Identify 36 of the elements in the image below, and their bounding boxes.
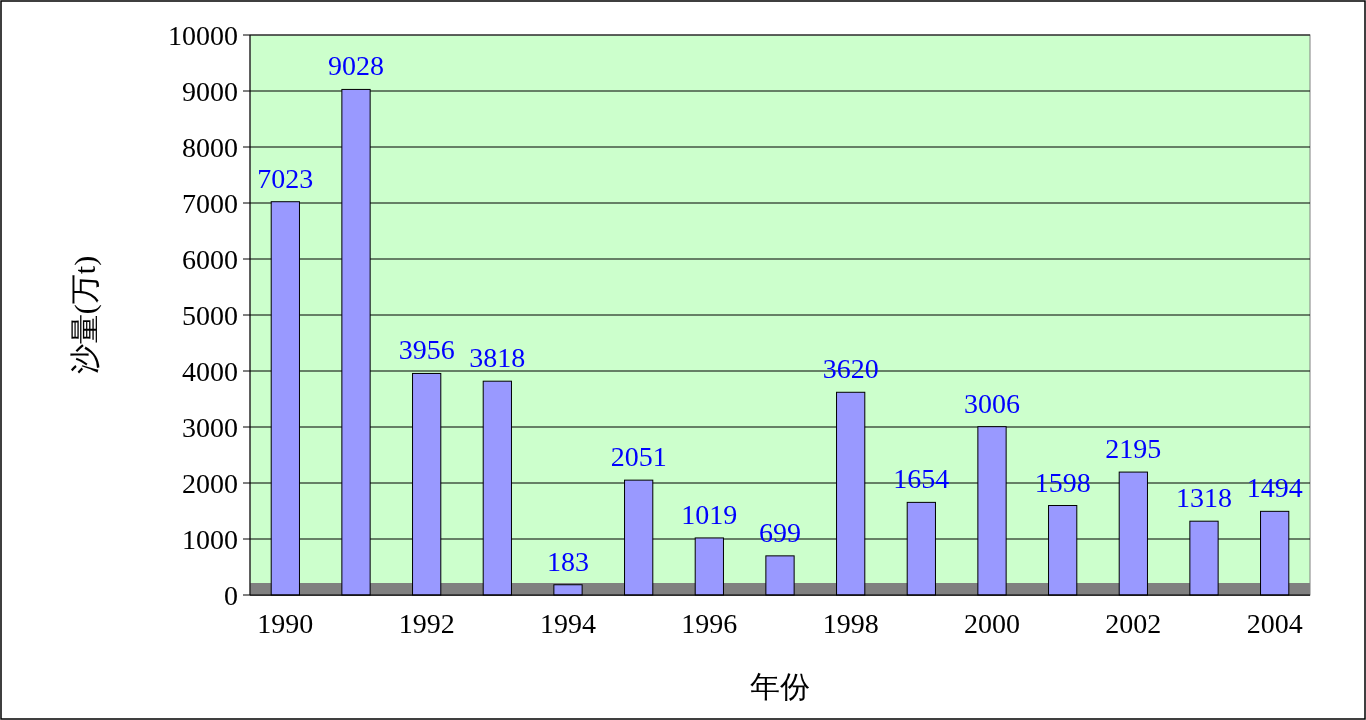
- data-label: 2051: [610, 441, 667, 473]
- x-tick-label: 2002: [1105, 608, 1162, 639]
- data-label: 1598: [1034, 466, 1091, 498]
- x-axis-title: 年份: [750, 670, 810, 703]
- data-label: 7023: [257, 162, 314, 194]
- y-tick-label: 6000: [182, 244, 238, 275]
- y-tick-label: 1000: [182, 524, 238, 555]
- data-label: 9028: [328, 50, 384, 82]
- data-label: 3956: [398, 334, 455, 366]
- data-label: 183: [547, 545, 589, 577]
- y-tick-label: 0: [224, 580, 238, 611]
- x-tick-label: 1990: [257, 608, 314, 639]
- y-tick-label: 7000: [182, 188, 238, 219]
- x-tick-label: 1994: [540, 608, 596, 639]
- data-label: 3620: [822, 353, 879, 385]
- y-tick-label: 3000: [182, 412, 238, 443]
- y-tick-label: 2000: [182, 468, 238, 499]
- x-tick-label: 1998: [822, 608, 879, 639]
- x-tick-label: 1996: [681, 608, 738, 639]
- y-tick-label: 5000: [182, 300, 238, 331]
- x-tick-label: 2000: [964, 608, 1020, 639]
- y-tick-label: 10000: [168, 20, 238, 51]
- data-label: 3818: [469, 342, 526, 374]
- x-tick-label: 1992: [398, 608, 455, 639]
- x-tick-label: 2004: [1246, 608, 1303, 639]
- data-label: 2195: [1105, 433, 1162, 465]
- data-label: 3006: [964, 387, 1020, 419]
- data-label: 1019: [681, 498, 738, 530]
- data-label: 699: [759, 516, 801, 548]
- data-label: 1494: [1246, 472, 1303, 504]
- y-tick-label: 4000: [182, 356, 238, 387]
- y-tick-label: 9000: [182, 76, 238, 107]
- data-label: 1654: [893, 463, 950, 495]
- y-axis-title: 沙量(万t): [68, 255, 102, 375]
- y-tick-label: 8000: [182, 132, 238, 163]
- data-label: 1318: [1176, 482, 1232, 514]
